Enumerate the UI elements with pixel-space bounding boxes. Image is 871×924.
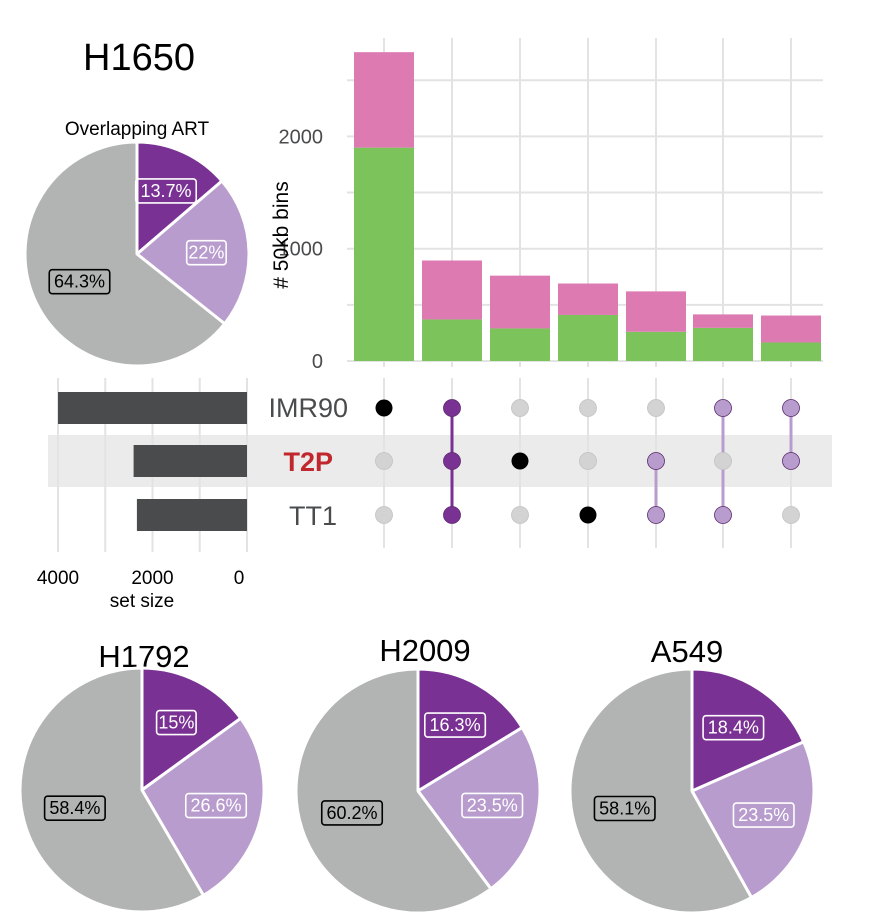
pie-label-box	[155, 709, 197, 736]
bar-segment	[422, 260, 482, 320]
matrix-dot	[443, 506, 461, 524]
set-size-axis-label: set size	[110, 591, 174, 612]
pie-data-label: 26.6%	[190, 796, 241, 816]
matrix-dot	[714, 452, 732, 470]
pie-title: H2009	[379, 633, 470, 668]
pie-label-box	[732, 802, 795, 828]
matrix-dot	[375, 452, 393, 470]
pie-slice	[135, 140, 224, 256]
upset-matrix: 4000 2000 0 set size	[37, 378, 832, 612]
bar-segment	[693, 327, 753, 361]
matrix-dot	[782, 452, 800, 470]
matrix-dot	[647, 399, 665, 417]
bar-segment	[761, 315, 821, 343]
y-tick-label: 1000	[279, 239, 324, 261]
pie-label-box	[593, 795, 656, 822]
pie-data-label: 23.5%	[467, 795, 518, 815]
matrix-dot	[511, 506, 529, 524]
matrix-dot	[511, 452, 529, 470]
bar-segment	[626, 291, 686, 332]
matrix-dot	[375, 399, 393, 417]
pie-chart-h2009: H2009 16.3% 23.5% 60.2%	[294, 633, 542, 915]
bar-segment	[354, 147, 414, 361]
pie-label-box	[702, 714, 765, 741]
pie-subtitle: Overlapping ART	[65, 119, 210, 140]
matrix-dot	[714, 506, 732, 524]
pie-label-box	[48, 268, 111, 295]
pie-label-box	[43, 795, 106, 821]
pie-label-box	[134, 178, 198, 204]
bar-segment	[490, 328, 550, 361]
set-size-bar	[133, 445, 247, 477]
matrix-dot	[579, 506, 597, 524]
matrix-dot	[782, 506, 800, 524]
set-size-bar	[58, 392, 247, 424]
bar-segment	[490, 275, 550, 329]
pie-data-label: 60.2%	[326, 803, 377, 823]
intersection-bar-chart: 0 1000 2000 # 50kb bins	[270, 38, 823, 373]
matrix-dot	[579, 399, 597, 417]
bar-segment	[558, 314, 618, 361]
y-axis-label: # 50kb bins	[270, 181, 293, 288]
pie-slice	[568, 667, 753, 915]
pie-title: A549	[651, 634, 723, 669]
set-label-tt1: TT1	[289, 501, 337, 531]
pie-chart-a549: A549 18.4% 23.5% 58.1%	[568, 634, 816, 915]
bar-segment	[626, 331, 686, 361]
matrix-dot	[511, 399, 529, 417]
pie-data-label: 18.4%	[708, 718, 759, 738]
set-size-tick-label: 0	[234, 568, 245, 589]
pie-label-box	[185, 239, 227, 266]
pie-data-label: 58.4%	[49, 798, 100, 818]
pie-title: H1650	[83, 37, 195, 79]
set-size-bar	[136, 499, 247, 531]
bar-segment	[354, 52, 414, 148]
matrix-dot	[782, 399, 800, 417]
bar-segment	[558, 283, 618, 315]
bar-segment	[761, 342, 821, 361]
pie-slice	[18, 666, 205, 914]
matrix-dot	[647, 506, 665, 524]
pie-label-box	[320, 800, 384, 826]
pie-data-label: 15%	[158, 713, 194, 733]
pie-label-box	[184, 792, 248, 819]
matrix-dot	[579, 452, 597, 470]
y-tick-label: 0	[312, 351, 323, 373]
pie-label-box	[461, 792, 524, 819]
y-tick-label: 2000	[279, 126, 324, 148]
pie-slice	[140, 716, 266, 897]
set-size-tick-label: 4000	[37, 568, 79, 589]
pie-slice	[690, 740, 816, 900]
pie-data-label: 58.1%	[599, 799, 650, 819]
bar-segment	[422, 319, 482, 361]
set-size-tick-label: 2000	[131, 568, 173, 589]
matrix-dot	[714, 399, 732, 417]
matrix-dot	[375, 506, 393, 524]
pie-slice	[140, 666, 243, 792]
pie-label-box	[424, 712, 487, 738]
matrix-dot	[443, 452, 461, 470]
pie-slice	[690, 667, 806, 793]
set-label-t2p: T2P	[283, 447, 333, 477]
pie-slice	[135, 179, 251, 326]
pie-data-label: 23.5%	[738, 805, 789, 825]
pie-data-label: 13.7%	[140, 181, 191, 201]
pie-slice	[294, 667, 493, 915]
pie-slice	[23, 140, 227, 368]
pie-chart-h1650: H1650 Overlapping ART 13.7% 22% 64.3%	[23, 37, 251, 368]
matrix-dot	[647, 452, 665, 470]
pie-slice	[416, 667, 524, 793]
pie-data-label: 16.3%	[430, 715, 481, 735]
pie-data-label: 64.3%	[54, 272, 105, 292]
set-label-imr90: IMR90	[268, 393, 348, 423]
pie-slice	[416, 726, 542, 891]
bar-segment	[693, 314, 753, 328]
pie-data-label: 22%	[188, 243, 224, 263]
matrix-dot	[443, 399, 461, 417]
